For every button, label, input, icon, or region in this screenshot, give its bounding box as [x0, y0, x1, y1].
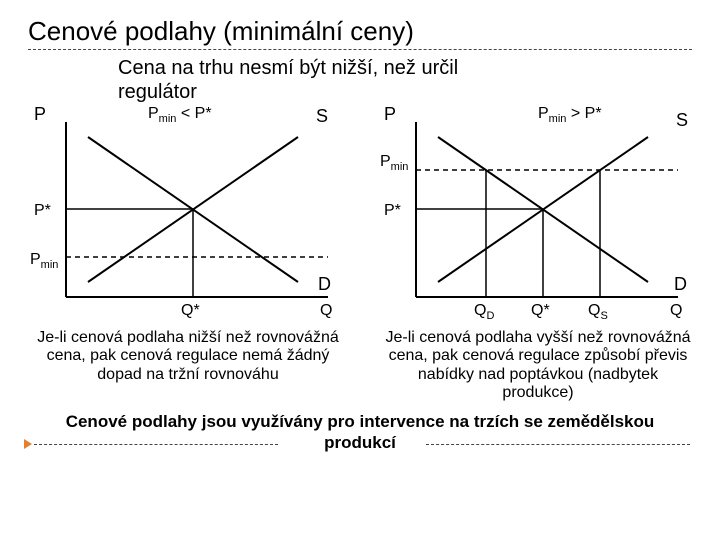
left-Pstar-label: P* — [34, 202, 51, 219]
intro-line1: Cena na trhu nesmí být nižší, než určil — [118, 57, 458, 79]
right-condition: Pmin > P* — [538, 105, 602, 125]
left-Qstar-label: Q* — [181, 302, 200, 319]
page-title: Cenové podlahy (minimální ceny) — [28, 16, 692, 47]
footer-text: Cenové podlahy jsou využívány pro interv… — [28, 411, 692, 454]
right-Qstar-label: Q* — [531, 302, 550, 319]
footer-dash-left — [34, 444, 278, 445]
left-condition: Pmin < P* — [148, 105, 212, 125]
left-chart-svg: P S D P* Pmin Q* Q Pmin < P* — [28, 102, 348, 327]
charts-row: P S D P* Pmin Q* Q Pmin < P* Je-li cenov… — [28, 102, 692, 403]
right-Pmin-label: Pmin — [380, 153, 408, 173]
intro-line2: regulátor — [118, 81, 197, 103]
intro-text: Cena na trhu nesmí být nižší, než určil … — [118, 56, 692, 104]
bullet-icon — [24, 439, 32, 449]
footer-dash-right — [426, 444, 690, 445]
right-Pstar-label: P* — [384, 202, 401, 219]
right-D-label: D — [674, 274, 687, 294]
left-P-label: P — [34, 104, 46, 124]
left-Q-label: Q — [320, 302, 332, 319]
right-chart-svg: P S D P* Pmin QD Q* QS Q Pmin > P* — [378, 102, 698, 327]
right-Q-label: Q — [670, 302, 682, 319]
right-P-label: P — [384, 104, 396, 124]
left-caption: Je-li cenová podlaha nižší než rovnovážn… — [28, 329, 348, 384]
left-S-label: S — [316, 106, 328, 126]
right-QD-label: QD — [474, 302, 494, 322]
right-QS-label: QS — [588, 302, 608, 322]
right-S-label: S — [676, 110, 688, 130]
left-chart: P S D P* Pmin Q* Q Pmin < P* Je-li cenov… — [28, 102, 348, 403]
left-Pmin-label: Pmin — [30, 251, 58, 271]
title-underline — [28, 49, 692, 50]
right-caption: Je-li cenová podlaha vyšší než rovnovážn… — [378, 329, 698, 403]
left-D-label: D — [318, 274, 331, 294]
right-chart: P S D P* Pmin QD Q* QS Q Pmin > P* Je-li… — [378, 102, 698, 403]
footer-wrap: Cenové podlahy jsou využívány pro interv… — [28, 411, 692, 454]
